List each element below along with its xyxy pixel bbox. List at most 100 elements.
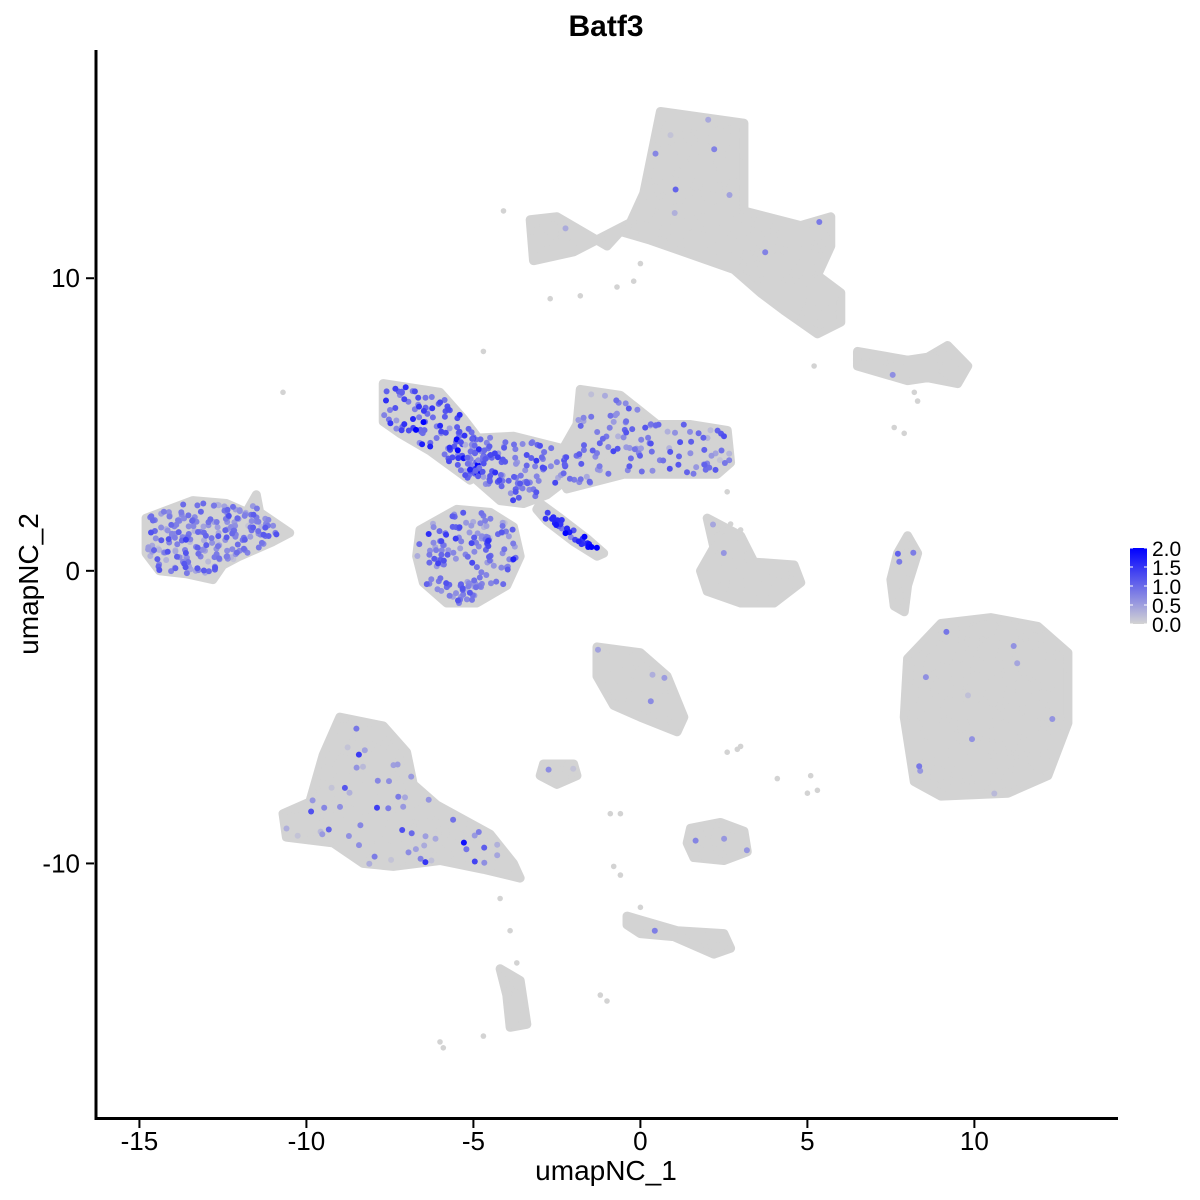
cell-point — [799, 275, 806, 282]
cell-point — [882, 359, 889, 366]
cell-point — [704, 251, 710, 257]
cluster-right-small — [852, 341, 973, 389]
cell-point-expressing — [207, 516, 214, 523]
cluster-lower-small-3 — [622, 911, 736, 959]
cell-point — [1037, 731, 1043, 738]
cell-point — [945, 731, 951, 737]
cell-point-expressing — [190, 523, 197, 530]
cell-point — [949, 787, 956, 794]
cell-point — [606, 646, 613, 653]
cell-point-expressing — [588, 413, 595, 420]
cell-point — [664, 685, 670, 691]
cell-point — [924, 783, 930, 789]
cell-point-expressing — [623, 429, 630, 436]
cell-point-expressing — [230, 503, 236, 510]
cell-point-expressing — [208, 535, 215, 542]
cell-point-expressing — [460, 591, 467, 598]
cell-point — [505, 1002, 512, 1009]
cell-point — [621, 666, 628, 672]
cell-point — [949, 676, 955, 682]
cell-point-expressing — [894, 550, 901, 557]
cell-point — [720, 527, 726, 534]
cell-point — [867, 358, 873, 364]
cell-point — [448, 827, 455, 833]
cell-point-expressing — [416, 541, 423, 548]
cell-point-expressing — [991, 790, 998, 797]
cell-point-expressing — [471, 450, 478, 457]
cell-point-expressing — [445, 406, 452, 413]
cell-point-expressing — [420, 419, 427, 426]
cell-point — [323, 789, 329, 795]
cell-point — [829, 300, 835, 307]
cell-point — [1023, 721, 1029, 728]
cell-point-expressing — [152, 535, 159, 542]
cell-point — [915, 682, 921, 688]
cell-point — [941, 714, 947, 720]
cell-point — [405, 786, 412, 793]
cell-point — [600, 680, 606, 687]
cell-point-expressing — [449, 513, 456, 520]
grey-points — [141, 106, 1073, 1051]
cell-point — [983, 745, 990, 751]
cell-point-expressing — [475, 457, 482, 464]
cell-point — [752, 599, 759, 605]
cell-point-expressing — [450, 549, 457, 556]
cell-point-expressing — [667, 448, 674, 455]
cell-point — [714, 527, 720, 533]
cell-point — [728, 201, 734, 208]
legend-label: 1.5 — [1152, 557, 1181, 580]
cell-point — [709, 931, 716, 938]
cell-point — [966, 775, 973, 781]
cell-point-expressing — [211, 554, 218, 561]
cell-point-expressing — [553, 522, 560, 528]
cell-point-expressing — [149, 517, 156, 524]
cell-point-expressing — [576, 451, 583, 458]
cell-point-expressing — [457, 467, 464, 474]
cell-point — [657, 236, 663, 242]
cell-point-expressing — [395, 793, 402, 800]
cell-point-expressing — [712, 466, 719, 473]
cell-point-expressing — [464, 460, 471, 467]
cell-point-expressing — [201, 537, 207, 544]
cell-point — [366, 722, 373, 728]
cell-point — [608, 678, 614, 685]
y-axis-label: umapNC_2 — [13, 513, 44, 655]
cell-point-expressing — [486, 553, 492, 560]
cell-point — [736, 222, 742, 228]
cell-point — [547, 295, 553, 302]
cell-point — [796, 259, 803, 266]
cell-point-expressing — [501, 444, 508, 451]
cell-point-expressing — [638, 468, 645, 475]
cell-point — [977, 758, 983, 765]
cell-point-expressing — [480, 460, 487, 467]
cell-point — [987, 705, 993, 711]
cell-point — [362, 812, 368, 818]
cell-point-expressing — [265, 516, 272, 523]
cell-point-expressing — [456, 411, 463, 418]
cell-point — [709, 944, 716, 950]
cell-point — [390, 802, 397, 808]
cell-point — [690, 229, 697, 235]
cell-point-expressing — [511, 473, 517, 480]
cell-point — [374, 743, 380, 749]
cell-point — [676, 149, 683, 156]
cell-point — [626, 437, 632, 444]
cell-point-expressing — [672, 186, 679, 193]
cell-point-expressing — [394, 761, 401, 768]
cell-point — [919, 781, 925, 788]
cell-point — [387, 838, 394, 844]
cell-point — [917, 758, 923, 764]
cell-point — [437, 821, 443, 827]
cell-point — [440, 814, 447, 821]
cell-point — [708, 186, 715, 192]
cell-point — [384, 821, 391, 828]
cell-point — [706, 238, 712, 245]
cell-point — [773, 581, 779, 588]
cell-point — [401, 767, 408, 773]
cell-point — [949, 772, 956, 778]
cell-point-expressing — [512, 446, 519, 453]
cell-point — [941, 663, 948, 669]
cell-point-expressing — [512, 454, 519, 461]
cell-point — [569, 459, 575, 466]
cell-point — [414, 805, 420, 811]
